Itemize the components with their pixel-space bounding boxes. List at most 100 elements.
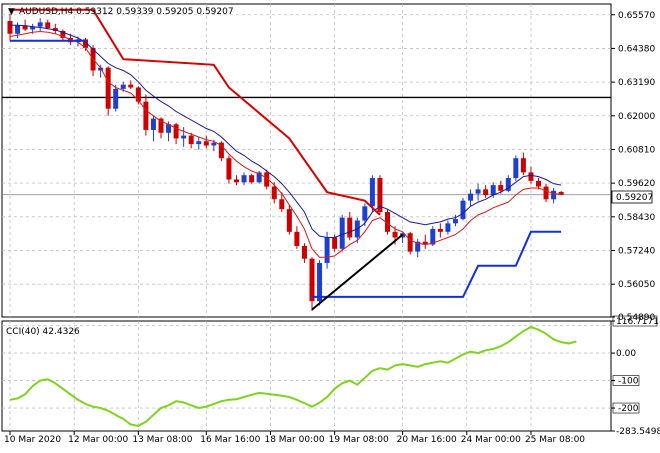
bull-candle (256, 172, 262, 183)
current-price-tag (611, 190, 653, 204)
bear-candle (422, 241, 428, 245)
time-axis-label: 24 Mar 00:00 (461, 435, 521, 445)
bear-candle (105, 67, 111, 109)
bear-candle (135, 87, 141, 102)
bear-candle (234, 179, 239, 183)
bear-candle (173, 124, 179, 139)
cci-axis-label: -283.5498 (616, 427, 660, 437)
bull-candle (513, 158, 519, 179)
bull-candle (324, 237, 330, 263)
bear-candle (45, 22, 51, 29)
price-axis-label: 0.64380 (618, 44, 655, 54)
time-axis-label: 19 Mar 08:00 (329, 435, 389, 445)
bear-candle (498, 185, 504, 191)
trendline[interactable] (311, 233, 404, 311)
bear-candle (279, 199, 285, 210)
cci-line (9, 325, 577, 427)
bull-candle (211, 142, 217, 146)
cci-axis-label: -200 (618, 404, 639, 414)
cci-axis-label: 0.00 (616, 349, 636, 359)
cci-axis-label: 116.7171 (616, 317, 659, 327)
bear-candle (158, 118, 164, 133)
bear-candle (528, 172, 534, 181)
symbol-header: AUDUSD,H4 0.59312 0.59339 0.59205 0.5920… (19, 7, 234, 17)
bear-candle (392, 231, 398, 238)
bull-candle (430, 228, 436, 245)
bull-candle (98, 67, 104, 71)
cci-line-group (9, 325, 577, 427)
time-axis-label: 13 Mar 08:00 (132, 435, 192, 445)
bear-candle (143, 101, 149, 130)
collapse-arrow-icon[interactable]: ▼ (8, 7, 15, 17)
bear-candle (520, 158, 526, 173)
bull-candle (490, 185, 496, 196)
cci-axis-label: -100 (618, 377, 639, 387)
bear-candle (218, 142, 224, 159)
bear-candle (52, 28, 58, 31)
time-axis-label: 25 Mar 08:00 (525, 435, 585, 445)
price-axis-label: 0.56050 (618, 280, 655, 290)
bull-candle (150, 118, 156, 130)
bull-candle (15, 25, 21, 34)
bear-candle (83, 39, 88, 48)
cci-level-box (612, 375, 640, 386)
bear-candle (347, 217, 353, 238)
bear-candle (377, 178, 383, 213)
price-axis-label: 0.59620 (618, 179, 655, 189)
price-axis-label: 0.54890 (618, 313, 655, 323)
stop-lines (10, 8, 562, 298)
price-axis-label: 0.57240 (618, 246, 655, 256)
bull-candle (505, 178, 511, 191)
bull-candle (196, 141, 202, 145)
fast-moving-average-line (9, 30, 562, 258)
bear-candle (294, 231, 300, 246)
bear-candle (407, 233, 413, 252)
bull-candle (166, 124, 172, 133)
candles (7, 13, 564, 312)
bear-candle (543, 186, 549, 200)
bull-candle (317, 262, 323, 302)
bear-candle (188, 135, 194, 145)
bull-candle (452, 219, 458, 224)
bear-candle (203, 141, 209, 146)
bear-candle (60, 30, 66, 38)
price-axis-label: 0.60810 (618, 145, 655, 155)
bear-candle (22, 25, 28, 30)
bear-candle (226, 158, 232, 180)
bull-candle (113, 88, 119, 109)
bear-candle (264, 172, 270, 187)
bull-candle (460, 200, 466, 220)
grid-lines (2, 4, 611, 431)
cci-pane-frame (1, 320, 612, 432)
cci-axis: 116.7171 0.00 -100 -200 -283.5498 (611, 315, 660, 437)
bull-candle (475, 189, 481, 194)
horizontal-levels[interactable] (2, 96, 611, 196)
time-axis-label: 16 Mar 16:00 (200, 435, 260, 445)
time-axis-label: 10 Mar 2020 (4, 435, 61, 445)
bear-candle (301, 245, 307, 259)
price-axis-label: 0.58430 (618, 213, 655, 223)
trendline-group[interactable] (311, 233, 404, 311)
bull-candle (339, 217, 345, 249)
bull-candle (369, 178, 375, 207)
blue-stop-line-bottom (312, 230, 562, 298)
cci-max-box (612, 315, 658, 327)
price-axis-label: 0.65570 (618, 11, 655, 21)
bear-candle (309, 258, 315, 302)
price-axis-label: 0.63190 (618, 78, 655, 88)
bull-candle (37, 22, 43, 27)
bull-candle (468, 193, 474, 201)
bear-candle (128, 84, 134, 88)
bear-candle (286, 209, 292, 232)
slow-moving-average-line (10, 24, 562, 238)
price-pane-frame (1, 3, 612, 318)
price-axis-label: 0.62000 (618, 112, 655, 122)
bear-candle (536, 180, 541, 187)
bull-candle (120, 84, 126, 89)
bear-candle (385, 212, 390, 232)
time-axis-label: 18 Mar 00:00 (264, 435, 324, 445)
time-axis: 10 Mar 2020 12 Mar 00:00 13 Mar 08:00 16 Ma… (4, 431, 585, 445)
